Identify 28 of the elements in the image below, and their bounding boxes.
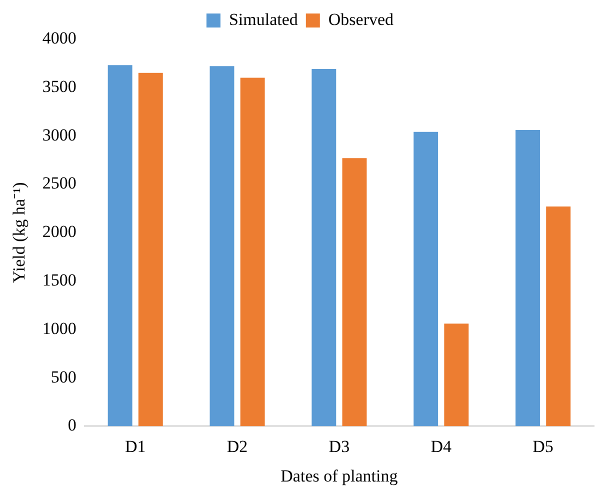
- y-tick-label: 3500: [42, 76, 76, 96]
- y-tick-label: 2500: [42, 174, 76, 193]
- x-tick-label: D4: [430, 436, 452, 456]
- bar: [546, 206, 571, 426]
- legend-label: Observed: [328, 10, 394, 29]
- y-tick-label: 2000: [42, 222, 76, 242]
- bar: [138, 72, 163, 426]
- y-tick-label: 3000: [42, 125, 76, 144]
- x-axis-title: Dates of planting: [280, 466, 398, 486]
- bar: [210, 66, 234, 426]
- bar: [108, 65, 132, 426]
- bar: [240, 78, 265, 426]
- x-tick-label: D3: [328, 436, 350, 456]
- x-tick-label: D1: [124, 436, 146, 456]
- y-tick-label: 1000: [42, 318, 76, 338]
- bar: [312, 69, 336, 426]
- y-tick-label: 0: [68, 416, 76, 435]
- y-tick-label: 500: [50, 367, 76, 386]
- x-tick-label: D5: [532, 436, 554, 456]
- bar: [444, 324, 469, 426]
- bar: [342, 158, 367, 426]
- bar: [414, 132, 438, 426]
- x-tick-label: D2: [226, 436, 248, 456]
- y-axis-title: Yield (kg ha⁻¹): [10, 182, 29, 283]
- bar: [516, 130, 540, 426]
- legend-label: Simulated: [228, 10, 298, 29]
- y-tick-label: 4000: [42, 28, 76, 48]
- y-tick-label: 1500: [42, 270, 76, 290]
